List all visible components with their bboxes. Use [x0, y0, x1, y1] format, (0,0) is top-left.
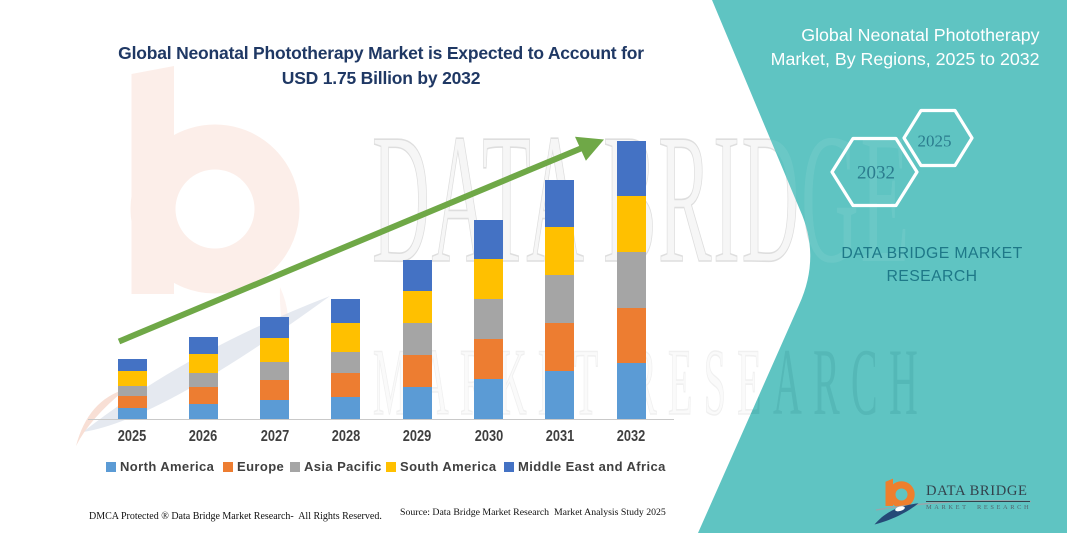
svg-text:2032: 2032 [857, 163, 895, 184]
svg-text:2025: 2025 [918, 132, 952, 151]
